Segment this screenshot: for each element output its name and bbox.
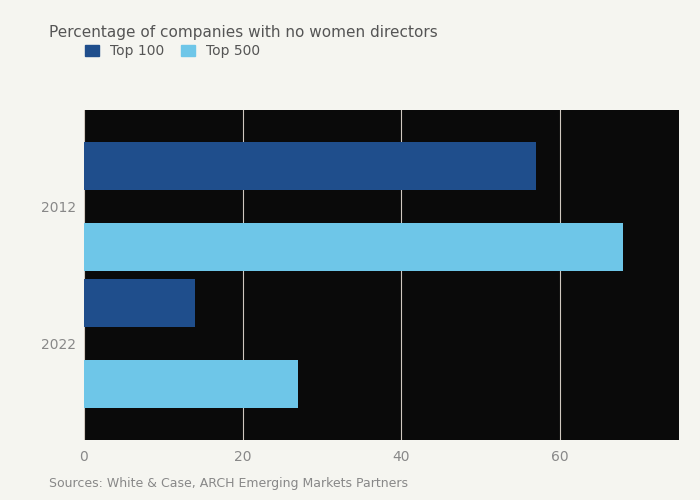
Legend: Top 100, Top 500: Top 100, Top 500 [85,44,260,59]
Bar [84,279,195,327]
Bar [84,223,624,271]
Text: Percentage of companies with no women directors: Percentage of companies with no women di… [49,25,437,40]
Text: Sources: White & Case, ARCH Emerging Markets Partners: Sources: White & Case, ARCH Emerging Mar… [49,477,408,490]
Bar [84,142,536,190]
Bar [84,360,298,408]
